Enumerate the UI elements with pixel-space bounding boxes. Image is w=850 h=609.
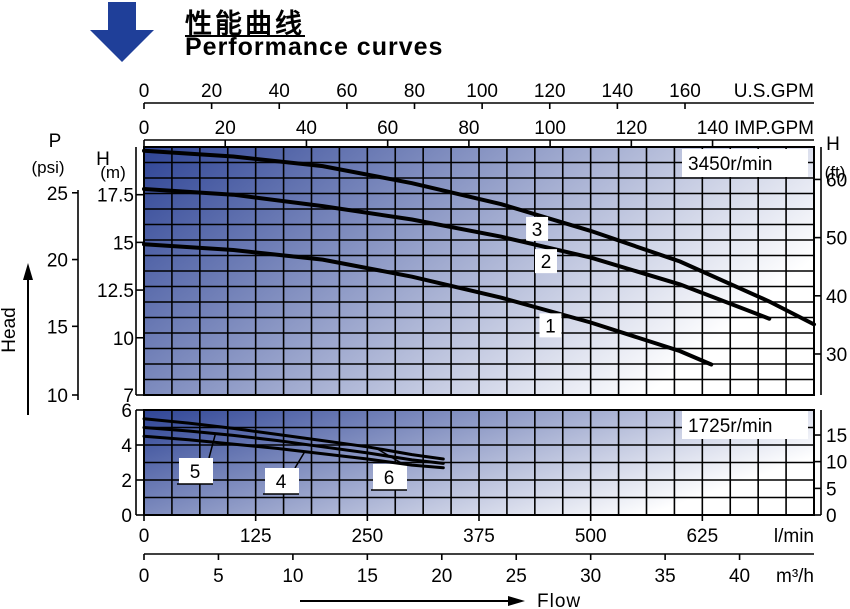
head-arrow-icon — [23, 263, 33, 280]
curve-1 — [142, 242, 714, 367]
lmin-tick-label: 125 — [240, 526, 272, 547]
h-tick-label: 15 — [113, 233, 134, 254]
m3h-tick-label: 25 — [506, 566, 527, 587]
h-bottom-tick-label: 4 — [121, 436, 132, 457]
speed-label-1725: 1725r/min — [688, 416, 773, 437]
h-bottom-tick-label: 2 — [121, 471, 132, 492]
m3h-tick-label: 15 — [357, 566, 378, 587]
us-gpm-axis-tick-label: 80 — [404, 81, 425, 102]
head-axis-title: Head — [0, 307, 20, 352]
lmin-tick-label: 500 — [575, 526, 607, 547]
ft-axis-unit: (ft) — [825, 163, 846, 182]
speed-label-3450: 3450r/min — [688, 154, 773, 175]
imp-gpm-axis-tick-label: 120 — [615, 118, 647, 139]
psi-tick-label: 10 — [47, 386, 68, 407]
m3h-tick-label: 5 — [213, 566, 224, 587]
curve-label-4-leader — [294, 451, 306, 469]
us-gpm-axis-tick-label: 0 — [139, 81, 150, 102]
ft-tick-label: 40 — [826, 287, 847, 308]
ft-tick-label: 50 — [826, 229, 847, 250]
m3h-tick-label: 10 — [282, 566, 303, 587]
curve-label-5-box — [179, 458, 213, 484]
imp-gpm-axis-tick-label: 140 — [697, 118, 729, 139]
ft-bottom-tick-label: 10 — [826, 453, 847, 474]
curve-6 — [142, 417, 445, 461]
top-panel-frame — [143, 146, 815, 396]
h-tick-label: 12.5 — [97, 281, 134, 302]
speed-label-3450-box — [682, 149, 808, 177]
imp-gpm-axis-tick-label: 0 — [139, 118, 150, 139]
imp-gpm-axis-tick-label: 20 — [215, 118, 236, 139]
h-axis-unit: (m) — [100, 163, 125, 182]
imp-gpm-axis-tick-label: 60 — [377, 118, 398, 139]
chart-title-chinese: 性能曲线 — [185, 9, 305, 40]
m3h-tick-label: 35 — [655, 566, 676, 587]
psi-tick-label: 25 — [47, 184, 68, 205]
ft-bottom-tick-label: 5 — [826, 479, 837, 500]
imp-gpm-axis-unit-label: IMP.GPM — [734, 118, 814, 139]
us-gpm-axis-tick-label: 40 — [269, 81, 290, 102]
psi-tick-label: 20 — [47, 251, 68, 272]
psi-axis-unit: (psi) — [31, 158, 64, 177]
ft-bottom-tick-label: 0 — [826, 506, 837, 527]
curve-label-1: 1 — [545, 316, 556, 337]
us-gpm-axis-unit-label: U.S.GPM — [734, 81, 814, 102]
h-tick-label: 10 — [113, 329, 134, 350]
lmin-tick-label: 0 — [139, 526, 150, 547]
flow-axis-title: Flow — [537, 591, 581, 609]
curve-5 — [142, 426, 445, 465]
curve-label-4: 4 — [276, 472, 287, 493]
lmin-tick-label: 375 — [463, 526, 495, 547]
h-axis-title: H — [96, 149, 110, 170]
down-arrow-icon — [90, 2, 154, 62]
lmin-tick-label: 625 — [686, 526, 718, 547]
us-gpm-axis-tick-label: 160 — [669, 81, 701, 102]
curve-label-5-leader — [208, 433, 217, 459]
h-tick-label: 7 — [123, 386, 134, 407]
us-gpm-axis-tick-label: 60 — [336, 81, 357, 102]
curve-label-3: 3 — [532, 220, 543, 241]
ft-tick-label: 60 — [826, 170, 847, 191]
chart-title-english: Performance curves — [185, 33, 444, 61]
lmin-tick-label: 250 — [351, 526, 383, 547]
us-gpm-axis-tick-label: 20 — [201, 81, 222, 102]
us-gpm-axis-tick-label: 140 — [602, 81, 634, 102]
speed-label-1725-box — [682, 411, 808, 439]
ft-bottom-tick-label: 15 — [826, 426, 847, 447]
curve-label-4-box — [265, 468, 299, 494]
m3h-tick-label: 30 — [580, 566, 601, 587]
curve-2 — [142, 187, 772, 321]
h-tick-label: 17.5 — [97, 186, 134, 207]
curve-3 — [142, 148, 816, 327]
psi-tick-label: 15 — [47, 317, 68, 338]
curve-label-6: 6 — [384, 468, 395, 489]
imp-gpm-axis-tick-label: 40 — [296, 118, 317, 139]
ft-tick-label: 30 — [826, 345, 847, 366]
us-gpm-axis-tick-label: 100 — [466, 81, 498, 102]
m3h-tick-label: 20 — [431, 566, 452, 587]
curve-label-3-box — [526, 216, 549, 241]
curve-label-6-box — [373, 464, 407, 490]
us-gpm-axis-tick-label: 120 — [534, 81, 566, 102]
curve-label-1-box — [539, 313, 562, 338]
curve-label-5: 5 — [190, 462, 201, 483]
flow-arrow-icon — [508, 596, 525, 606]
imp-gpm-axis-tick-label: 100 — [534, 118, 566, 139]
lmin-unit-label: l/min — [774, 526, 814, 547]
m3h-tick-label: 40 — [729, 566, 750, 587]
ft-axis-title: H — [826, 134, 840, 155]
curve-label-2: 2 — [541, 252, 552, 273]
psi-axis-title: P — [49, 131, 62, 152]
m3h-unit-label: m³/h — [776, 566, 814, 587]
h-bottom-tick-label: 6 — [121, 401, 132, 422]
curve-label-2-box — [535, 249, 557, 274]
h-bottom-tick-label: 0 — [121, 506, 132, 527]
m3h-tick-label: 0 — [139, 566, 150, 587]
imp-gpm-axis-tick-label: 80 — [458, 118, 479, 139]
curve-4 — [142, 434, 445, 470]
